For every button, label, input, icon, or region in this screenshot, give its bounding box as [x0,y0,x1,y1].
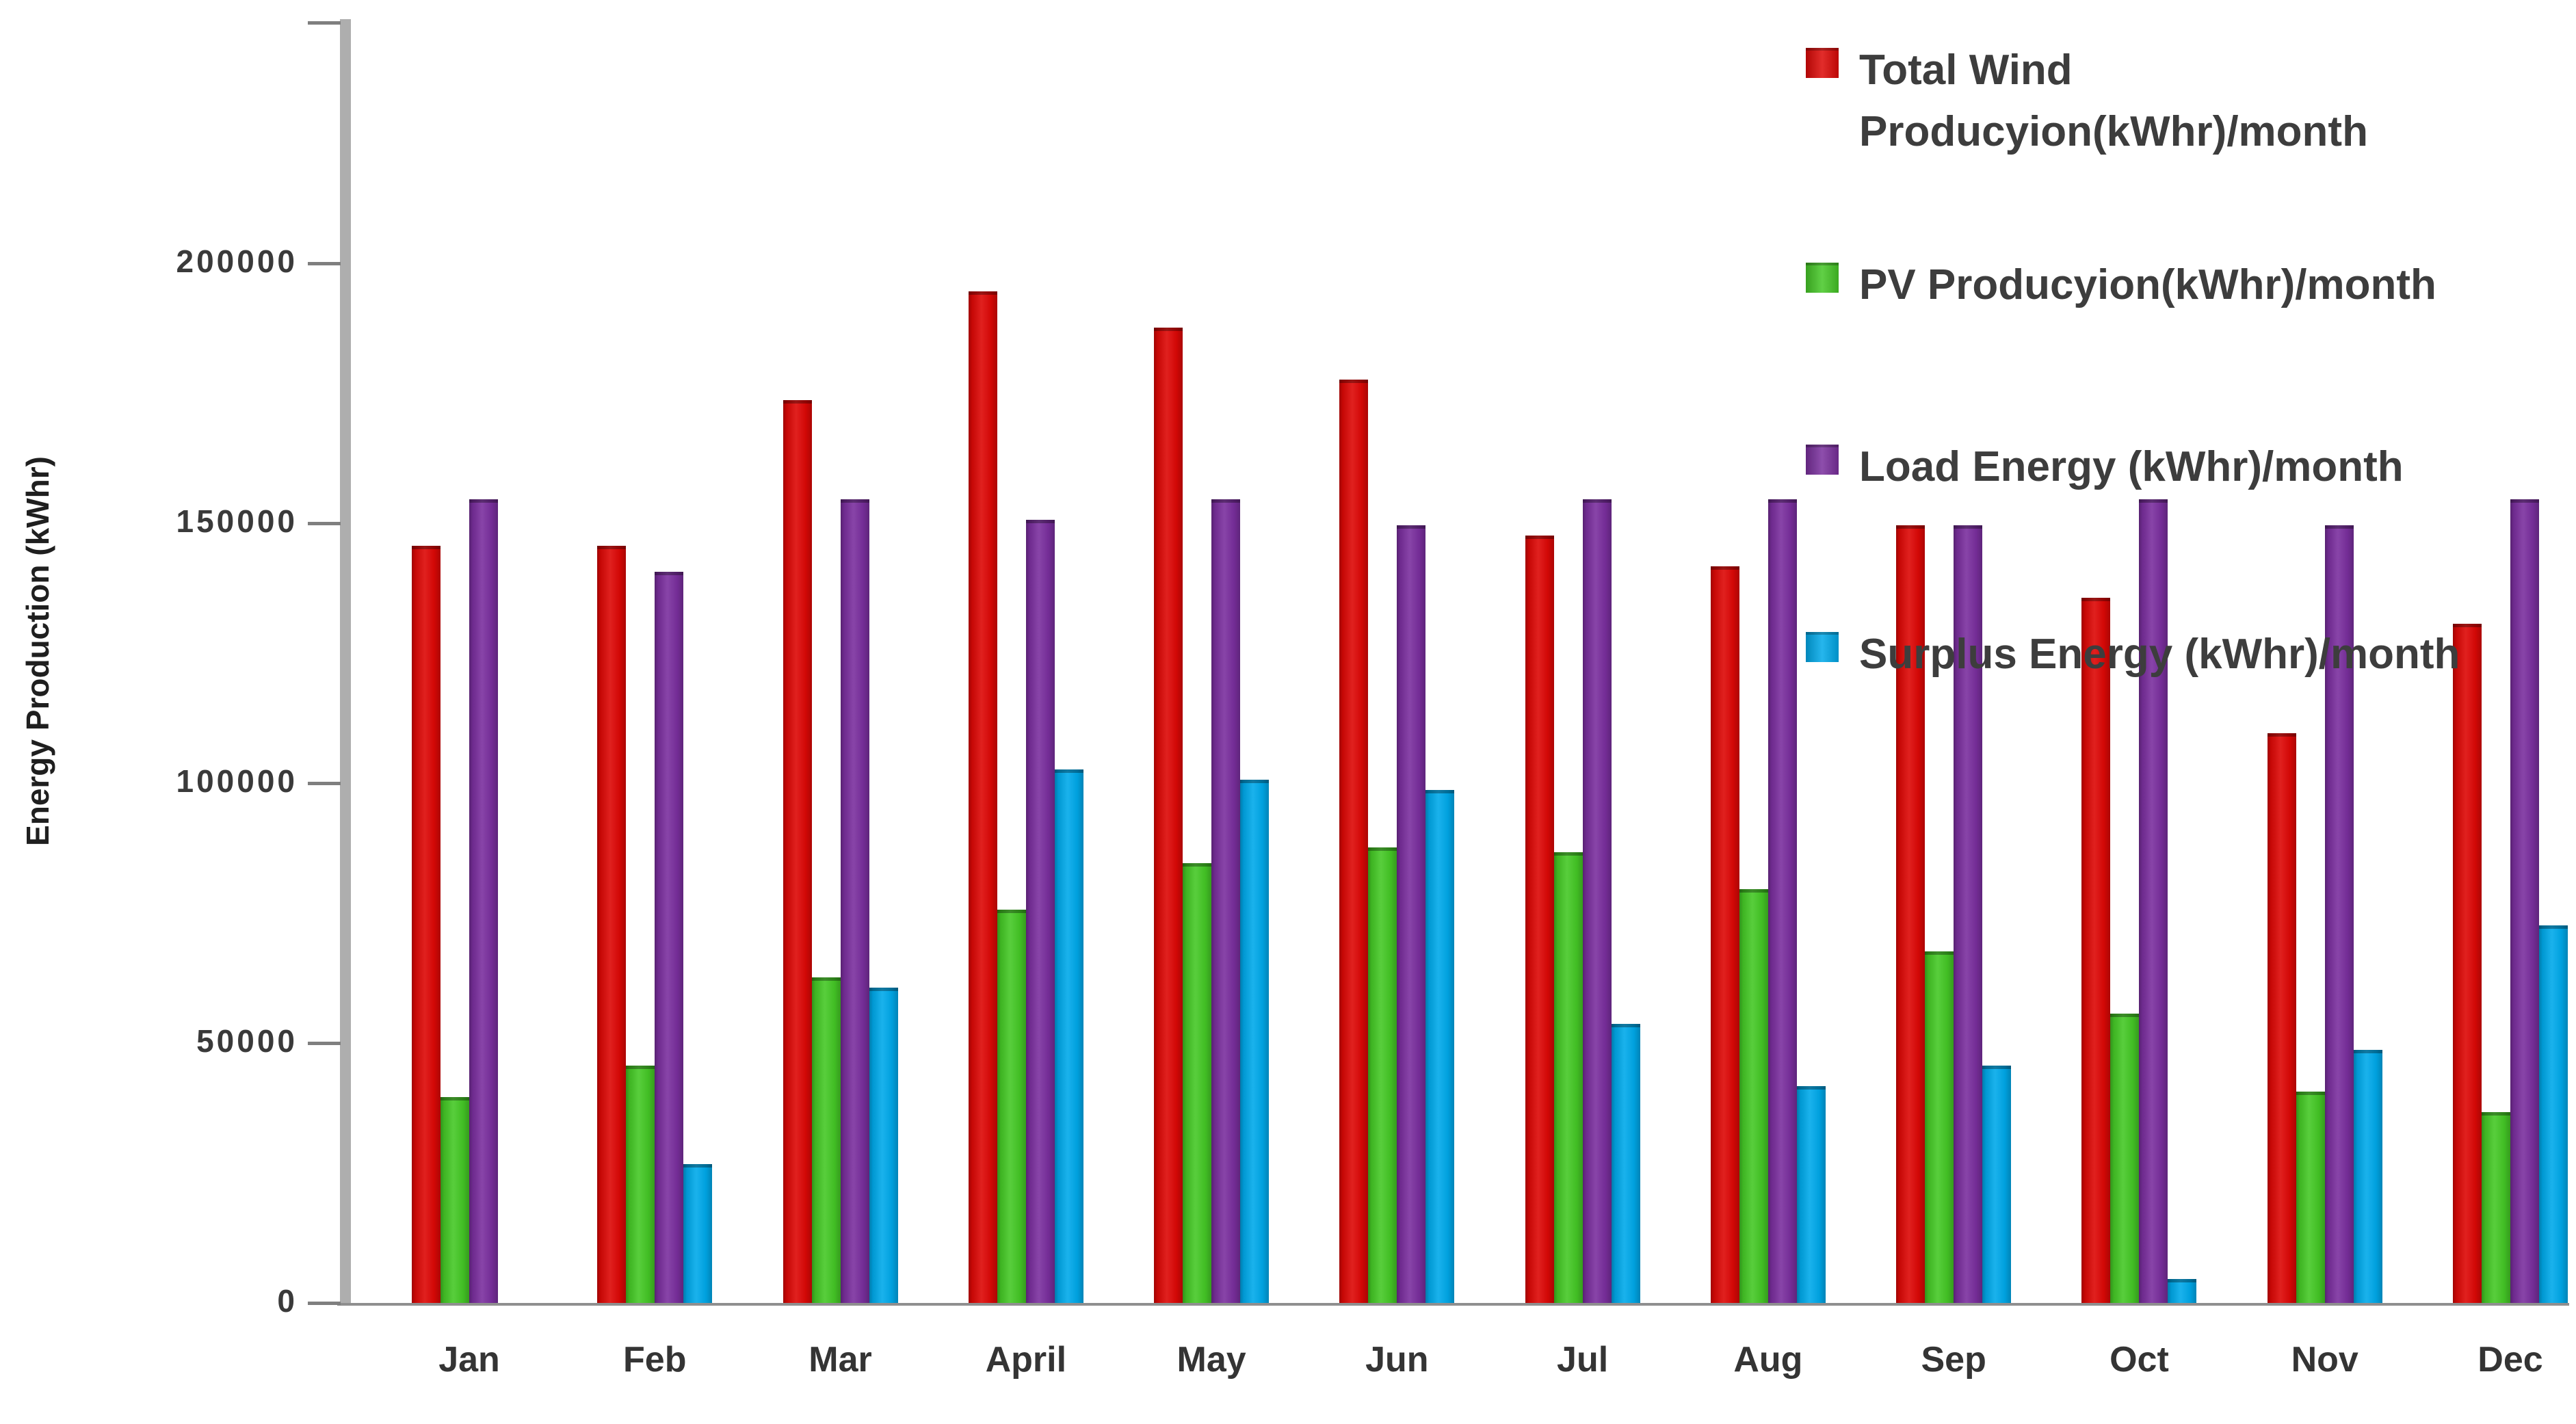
bar-load-may [1211,499,1241,1303]
y-axis-tick-label-200000: 200000 [176,243,298,279]
x-axis-label-nov: Nov [2291,1340,2358,1380]
x-axis-label-jun: Jun [1365,1340,1429,1380]
legend-item-pv: PV Producyion(kWhr)/month [1806,254,2436,316]
bar-load-jul [1582,499,1612,1303]
y-axis-tick-label-0: 0 [277,1283,298,1319]
legend-item-surplus: Surplus Energy (kWhr)/month [1806,624,2460,685]
bar-surplus-sep [1982,1066,2012,1303]
bar-surplus-jul [1611,1024,1640,1303]
bar-pv-dec [2481,1112,2510,1303]
legend-label-surplus: Surplus Energy (kWhr)/month [1859,631,2460,678]
legend-swatch-surplus-icon [1806,632,1839,662]
y-axis-tick-50000 [308,1042,341,1045]
bar-load-feb [655,572,684,1303]
bar-pv-mar [811,977,841,1303]
bar-surplus-dec [2538,925,2568,1303]
bar-surplus-jun [1425,790,1455,1303]
bar-total-wind-may [1154,328,1183,1303]
bar-load-nov [2324,525,2354,1303]
bar-surplus-oct [2168,1279,2197,1303]
y-axis-tick-100000 [308,782,341,785]
bar-pv-may [1183,863,1212,1303]
bar-total-wind-jan [412,546,441,1303]
bar-load-aug [1767,499,1797,1303]
y-axis-tick-0 [308,1302,341,1305]
bar-surplus-aug [1796,1086,1826,1303]
bar-surplus-feb [683,1164,713,1303]
x-axis-label-april: April [985,1340,1067,1380]
bar-pv-feb [626,1066,655,1303]
bar-pv-jul [1553,852,1583,1303]
x-axis-label-may: May [1177,1340,1246,1380]
bar-total-wind-jul [1525,536,1554,1303]
legend-item-load: Load Energy (kWhr)/month [1806,436,2404,498]
plot-area [352,21,2572,1303]
bar-surplus-mar [869,988,898,1303]
y-axis-line [340,19,351,1306]
y-axis-tick-label-100000: 100000 [176,763,298,799]
bar-total-wind-dec [2452,624,2482,1303]
x-axis-label-mar: Mar [809,1340,872,1380]
bar-surplus-april [1054,769,1083,1303]
y-axis-tick-150000 [308,522,341,525]
bar-load-jun [1397,525,1426,1303]
bar-load-oct [2139,499,2168,1303]
legend-swatch-total-wind-icon [1806,48,1839,78]
x-axis-label-jan: Jan [438,1340,500,1380]
bar-load-sep [1954,525,1983,1303]
x-axis-label-aug: Aug [1733,1340,1803,1380]
bar-total-wind-sep [1896,525,1926,1303]
x-axis-label-feb: Feb [623,1340,687,1380]
y-axis-top-tick [308,21,341,25]
bar-total-wind-mar [783,400,812,1303]
bar-surplus-nov [2353,1050,2382,1303]
legend-swatch-load-icon [1806,445,1839,475]
y-axis-tick-200000 [308,262,341,265]
y-axis-tick-label-50000: 50000 [196,1023,298,1059]
bar-pv-nov [2296,1092,2325,1303]
legend-label-load: Load Energy (kWhr)/month [1859,443,2404,490]
bar-total-wind-oct [2081,598,2111,1303]
bar-total-wind-aug [1710,566,1739,1303]
bar-load-dec [2510,499,2539,1303]
bar-pv-oct [2110,1014,2140,1303]
bar-load-jan [469,499,498,1303]
bar-pv-jan [441,1097,469,1303]
x-axis-line [337,1303,2569,1306]
bar-total-wind-feb [597,546,627,1303]
legend-label-pv: PV Producyion(kWhr)/month [1859,261,2436,308]
bar-pv-jun [1368,847,1397,1303]
x-axis-label-sep: Sep [1921,1340,1986,1380]
bar-surplus-may [1240,780,1270,1303]
y-axis-tick-label-150000: 150000 [176,503,298,539]
legend-label-total-wind: Total Wind Producyion(kWhr)/month [1859,47,2368,155]
bar-load-mar [840,499,869,1303]
bar-total-wind-april [968,291,997,1303]
bar-total-wind-nov [2267,733,2296,1303]
legend-swatch-pv-icon [1806,263,1839,293]
x-axis-label-oct: Oct [2110,1340,2169,1380]
x-axis-label-jul: Jul [1557,1340,1609,1380]
bar-pv-aug [1739,889,1768,1303]
bar-pv-april [997,910,1026,1303]
bar-total-wind-jun [1339,380,1369,1303]
y-axis-title: Energy Production (kWhr) [20,456,55,846]
bar-load-april [1025,520,1055,1303]
legend-item-total-wind: Total Wind Producyion(kWhr)/month [1806,40,2368,163]
bar-pv-sep [1925,951,1954,1303]
x-axis-label-dec: Dec [2478,1340,2543,1380]
